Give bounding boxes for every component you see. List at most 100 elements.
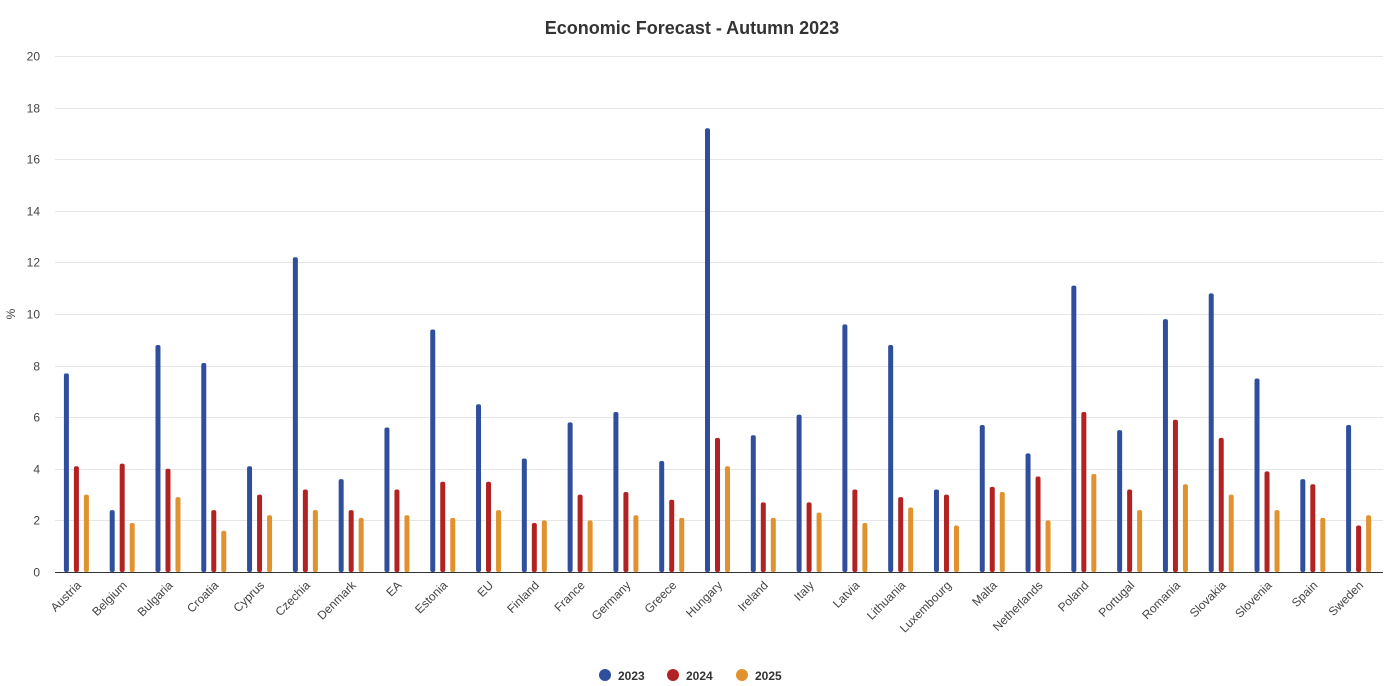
bar-2023-poland[interactable] [1071,285,1077,572]
bar-2024-germany[interactable] [623,492,629,572]
bar-2023-france[interactable] [567,422,573,572]
bar-2025-eu[interactable] [496,510,502,572]
bar-2023-estonia[interactable] [430,329,436,572]
bar-2025-belgium[interactable] [129,522,135,572]
x-tick-label: France [551,578,588,615]
bar-2023-ea[interactable] [384,427,390,572]
bar-2024-slovenia[interactable] [1264,471,1270,572]
bar-2023-finland[interactable] [521,458,527,572]
bar-2024-portugal[interactable] [1127,489,1133,572]
y-axis-ticks: 0 2 4 6 8 10 12 14 16 18 20 [27,50,41,580]
x-tick-label: Croatia [184,578,221,615]
bar-2024-romania[interactable] [1172,419,1178,572]
bar-2025-portugal[interactable] [1137,510,1143,572]
bar-2024-czechia[interactable] [302,489,308,572]
bar-2024-malta[interactable] [989,486,995,572]
x-tick-label: Cyprus [230,578,267,615]
bar-2023-hungary[interactable] [705,128,710,573]
bar-2024-sweden[interactable] [1356,525,1362,572]
bar-2024-bulgaria[interactable] [165,468,171,572]
bar-2025-germany[interactable] [633,515,639,572]
bar-2024-belgium[interactable] [119,463,125,572]
bar-2023-czechia[interactable] [292,257,298,572]
bar-2025-slovakia[interactable] [1228,494,1234,572]
bar-2024-lithuania[interactable] [898,497,904,572]
x-tick-label: Czechia [272,578,313,619]
bar-2023-germany[interactable] [613,412,619,572]
bar-2024-luxembourg[interactable] [943,494,949,572]
bar-2024-cyprus[interactable] [257,494,263,572]
bar-2024-poland[interactable] [1081,412,1087,572]
bar-2024-slovakia[interactable] [1218,437,1224,572]
bar-2025-slovenia[interactable] [1274,510,1280,572]
bar-2024-eu[interactable] [486,481,492,572]
bar-2024-ireland[interactable] [760,502,766,572]
bar-2025-romania[interactable] [1182,484,1188,572]
bar-2023-denmark[interactable] [338,479,344,572]
bar-2024-ea[interactable] [394,489,400,572]
bar-2024-latvia[interactable] [852,489,858,572]
bar-2023-romania[interactable] [1162,319,1168,572]
bar-2025-italy[interactable] [816,512,822,572]
bar-2023-cyprus[interactable] [247,466,253,572]
bar-2023-eu[interactable] [476,404,482,572]
bar-2025-ea[interactable] [404,515,410,572]
legend-label-2025[interactable]: 2025 [755,669,782,683]
bar-2025-croatia[interactable] [221,530,227,572]
bar-2023-slovakia[interactable] [1208,293,1214,572]
bar-2025-austria[interactable] [83,494,89,572]
bar-2025-lithuania[interactable] [908,507,914,573]
bar-2023-luxembourg[interactable] [933,489,939,572]
bar-2023-belgium[interactable] [109,510,115,572]
bar-2023-sweden[interactable] [1346,424,1352,572]
bar-2023-italy[interactable] [796,414,802,572]
bar-2025-sweden[interactable] [1366,515,1372,572]
bar-2023-netherlands[interactable] [1025,453,1031,572]
bar-2023-slovenia[interactable] [1254,378,1260,573]
bar-2024-finland[interactable] [531,522,537,572]
bar-2025-france[interactable] [587,520,593,572]
bar-2025-greece[interactable] [679,517,685,572]
bar-2024-croatia[interactable] [211,510,217,572]
legend-marker-2023[interactable] [599,669,611,681]
bar-2025-denmark[interactable] [358,517,364,572]
bar-2024-spain[interactable] [1310,484,1316,572]
legend-marker-2024[interactable] [667,669,679,681]
bar-2023-ireland[interactable] [750,435,756,572]
bar-2025-malta[interactable] [999,492,1005,572]
legend-label-2023[interactable]: 2023 [618,669,645,683]
y-tick-label: 6 [33,411,40,425]
legend-label-2024[interactable]: 2024 [686,669,713,683]
bar-2025-finland[interactable] [541,520,547,572]
bar-2025-estonia[interactable] [450,517,456,572]
bar-2025-spain[interactable] [1320,517,1326,572]
bar-2025-poland[interactable] [1091,473,1097,572]
legend-marker-2025[interactable] [736,669,748,681]
bar-2025-czechia[interactable] [312,510,318,572]
bar-2023-croatia[interactable] [201,363,207,572]
bar-2025-latvia[interactable] [862,522,868,572]
bar-2023-latvia[interactable] [842,324,848,572]
bar-2023-greece[interactable] [659,461,665,572]
bar-2024-italy[interactable] [806,502,812,572]
bar-2024-france[interactable] [577,494,583,572]
bar-2025-bulgaria[interactable] [175,497,181,572]
bar-2025-hungary[interactable] [725,466,730,572]
grid [55,56,1383,521]
bar-2025-netherlands[interactable] [1045,520,1051,572]
bar-2024-greece[interactable] [669,499,675,572]
bar-2025-luxembourg[interactable] [953,525,959,572]
bar-2023-lithuania[interactable] [888,344,894,572]
bar-2023-austria[interactable] [63,373,69,572]
bar-2024-denmark[interactable] [348,510,354,572]
bar-2023-malta[interactable] [979,424,985,572]
bar-2024-austria[interactable] [73,466,79,572]
bar-2023-spain[interactable] [1300,479,1306,572]
bar-2023-portugal[interactable] [1117,430,1123,572]
bar-2025-ireland[interactable] [770,517,776,572]
bar-2024-netherlands[interactable] [1035,476,1041,572]
bar-2023-bulgaria[interactable] [155,344,161,572]
bar-2024-estonia[interactable] [440,481,446,572]
bar-2025-cyprus[interactable] [267,515,273,572]
bar-2024-hungary[interactable] [715,437,720,572]
